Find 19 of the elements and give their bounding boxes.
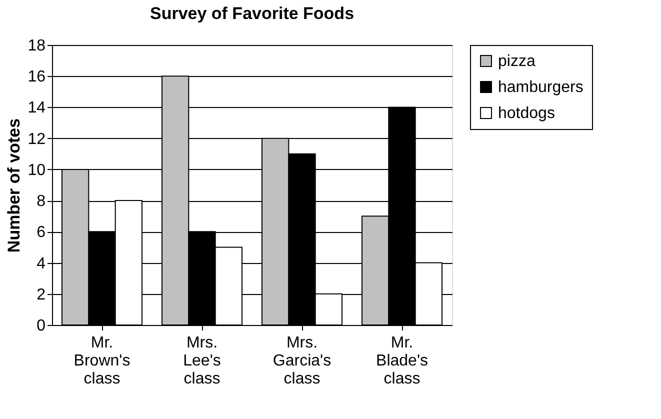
y-tick-label: 16 [28, 68, 46, 86]
legend-label: pizza [498, 53, 536, 70]
x-tick-label: Mr. Blade's class [376, 334, 428, 388]
y-tick-label: 12 [28, 130, 46, 148]
legend-label: hotdogs [498, 105, 555, 122]
y-axis-title: Number of votes [4, 118, 24, 253]
y-tick-label: 6 [36, 224, 46, 242]
y-tick-label: 0 [36, 318, 46, 334]
y-tick-label: 10 [28, 162, 46, 179]
y-tick-label: 4 [36, 255, 46, 272]
y-tick-label: 2 [36, 286, 46, 304]
y-tick-label: 14 [28, 100, 46, 117]
chart-title: Survey of Favorite Foods [150, 4, 354, 23]
y-tick-label: 18 [28, 38, 46, 54]
x-tick-label: Mr. Brown's class [74, 334, 130, 388]
x-tick-label: Mrs. Garcia's class [272, 334, 332, 388]
legend-label: hamburgers [498, 79, 584, 96]
y-tick-label: 8 [36, 193, 46, 210]
x-tick-label: Mrs. Lee's class [183, 334, 221, 388]
